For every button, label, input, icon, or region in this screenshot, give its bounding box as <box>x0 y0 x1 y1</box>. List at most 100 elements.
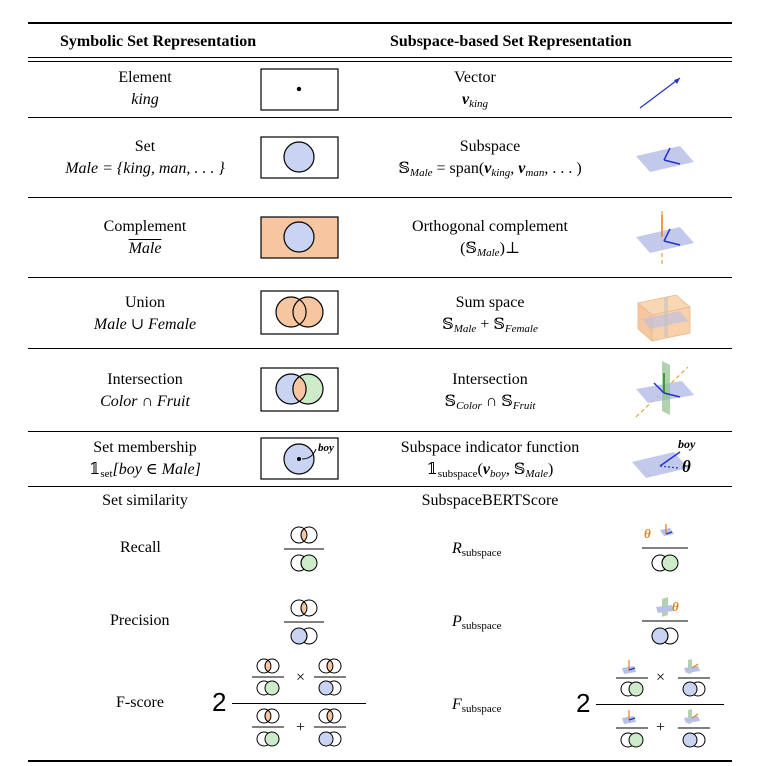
precision-subspace-icon: θ <box>642 597 688 645</box>
ind-sub: subspace <box>437 468 478 480</box>
indicator-theta-label: θ <box>682 457 691 476</box>
element-expr: king <box>131 91 159 108</box>
header-right: Subspace-based Set Representation <box>390 33 632 50</box>
int-s2-sub: Fruit <box>512 400 536 412</box>
union-title: Union <box>125 294 165 311</box>
fr-num-a <box>616 660 648 697</box>
comma: , <box>510 160 519 177</box>
row-rule-1 <box>28 117 732 118</box>
vector-symbol: v <box>461 91 470 108</box>
fscore-times-right: × <box>656 669 666 686</box>
ortho-end: )⊥ <box>499 240 520 257</box>
int-s1: 𝕊 <box>444 393 457 410</box>
v2-sub: man <box>525 167 545 179</box>
row-intersection-right: Intersection 𝕊Color ∩ 𝕊Fruit <box>360 369 620 414</box>
recall-fraction <box>282 523 326 577</box>
row-rule-2 <box>28 197 732 198</box>
fr-den-a <box>616 710 648 748</box>
row-set-right: Subspace 𝕊Male = span(vking, vman, . . .… <box>345 136 635 181</box>
sum-s1: 𝕊 <box>442 316 454 333</box>
recall-venn-num-icon <box>284 526 324 572</box>
intersection-title: Intersection <box>107 371 183 388</box>
element-dot-icon <box>260 68 339 111</box>
fscore-two-left: 2 <box>212 687 227 717</box>
membership-expr: [boy ∈ Male] <box>112 461 201 478</box>
header-rule-1 <box>28 57 732 58</box>
subspace-title: Subspace <box>459 138 521 155</box>
header-left: Symbolic Set Representation <box>60 33 257 50</box>
subspace-symbol: 𝕊 <box>398 160 410 177</box>
precision-fraction <box>282 596 326 650</box>
sum-s2-sub: Female <box>504 323 538 335</box>
ind-vsub: boy <box>489 468 506 480</box>
precision-label: Precision <box>110 612 170 629</box>
row-complement-right: Orthogonal complement (𝕊Male)⊥ <box>360 216 620 261</box>
row-intersection-left: Intersection Color ∩ Fruit <box>40 369 250 413</box>
ind-sub2: Male <box>525 468 549 480</box>
fscore-main-bar-right <box>596 704 724 705</box>
ortho-title: Orthogonal complement <box>412 218 568 235</box>
fscore-label: F-score <box>116 694 164 711</box>
r-sym: R <box>452 540 462 557</box>
row-complement-left: Complement Male <box>40 216 250 260</box>
sum-plus: + 𝕊 <box>476 316 505 333</box>
row-rule-4 <box>28 348 732 349</box>
ortho-sub: Male <box>476 247 500 259</box>
v1-symbol: v <box>484 160 492 177</box>
subspace-plane-icon <box>636 146 694 172</box>
p-sym: P <box>452 613 462 630</box>
ind-open: ( <box>477 461 483 478</box>
subspacebertscore-title: SubspaceBERTScore <box>421 492 559 509</box>
row-set-left: Set Male = {king, man, . . . } <box>40 136 250 180</box>
set-expr: Male = {king, man, . . . } <box>65 160 225 177</box>
ortho-complement-icon <box>636 211 694 265</box>
v2-symbol: v <box>518 160 526 177</box>
fl-den-b <box>314 708 346 747</box>
row-rule-5 <box>28 431 732 432</box>
subspace-sub: Male <box>409 167 433 179</box>
intersection-icon <box>260 367 339 412</box>
sum-space-cube-icon <box>637 294 691 342</box>
ind-end: ) <box>548 461 554 478</box>
header-rule-2 <box>28 61 732 62</box>
r-subspace: Rsubspace <box>452 540 502 559</box>
membership-sub: set <box>100 468 113 480</box>
ind-symbol: 𝟙 <box>426 461 438 478</box>
intersection-expr: Color ∩ Fruit <box>100 393 190 410</box>
fr-num-b <box>678 659 710 697</box>
f-sym: F <box>452 696 462 713</box>
complement-icon <box>260 216 339 259</box>
intersection-right-title: Intersection <box>452 371 528 388</box>
fl-num-a <box>252 658 284 696</box>
fscore-two-right: 2 <box>576 688 591 718</box>
r-sub: subspace <box>461 547 502 559</box>
indicator-boy-label: boy <box>678 437 696 451</box>
vector-title: Vector <box>454 69 496 86</box>
precision-theta-label: θ <box>672 599 679 614</box>
ind-v: v <box>482 461 490 478</box>
bottom-rule <box>28 760 732 762</box>
sum-s1-sub: Male <box>453 323 477 335</box>
row-membership-left: Set membership 𝟙set[boy ∈ Male] <box>40 437 250 482</box>
complement-expr: Male <box>128 240 162 257</box>
ind-mid: , 𝕊 <box>505 461 526 478</box>
precision-venn-icon <box>284 599 324 645</box>
recall-label: Recall <box>120 539 161 556</box>
row-union-left: Union Male ∪ Female <box>40 292 250 336</box>
indicator-title: Subspace indicator function <box>400 439 580 456</box>
f-subspace: Fsubspace <box>452 696 502 715</box>
set-circle-icon <box>260 136 339 179</box>
f-sub: subspace <box>461 703 502 715</box>
fscore-main-bar-left <box>232 703 366 704</box>
vector-arrow-icon <box>639 77 681 109</box>
indicator-theta-icon: boy θ <box>632 437 696 478</box>
p-sub: subspace <box>461 620 502 632</box>
row-union-right: Sum space 𝕊Male + 𝕊Female <box>360 292 620 337</box>
set-similarity-title: Set similarity <box>102 492 188 509</box>
membership-boy-label: boy <box>318 442 334 454</box>
fr-den-b <box>678 709 710 748</box>
membership-indicator: 𝟙 <box>89 461 101 478</box>
recall-subspace-icon: θ <box>642 524 688 572</box>
fl-num-b <box>314 658 346 696</box>
fl-den-a <box>252 708 284 747</box>
